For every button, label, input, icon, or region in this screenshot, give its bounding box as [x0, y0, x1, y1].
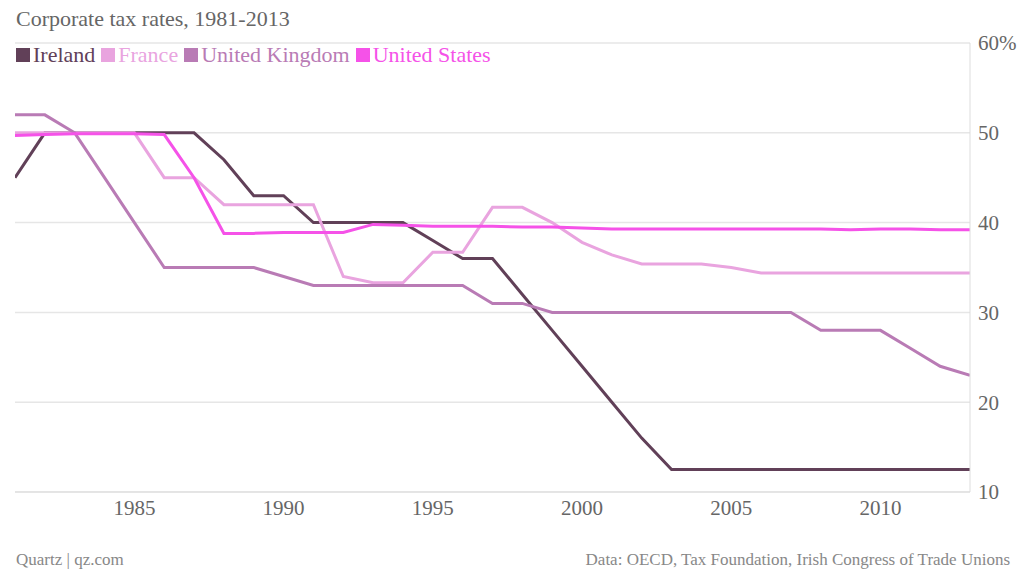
svg-text:2000: 2000 — [561, 496, 603, 520]
html-text:Quartz | qz.com: Quartz | qz.com — [16, 550, 124, 569]
svg-text:1985: 1985 — [113, 496, 155, 520]
svg-text:60%: 60% — [978, 31, 1016, 55]
svg-text:20: 20 — [978, 391, 999, 415]
svg-text:2010: 2010 — [859, 496, 901, 520]
html-text:United States: United States — [372, 42, 491, 67]
svg-text:40: 40 — [978, 211, 999, 235]
svg-text:1990: 1990 — [263, 496, 305, 520]
svg-text:30: 30 — [978, 301, 999, 325]
svg-text:1995: 1995 — [412, 496, 454, 520]
html-text:Corporate tax rates, 1981-2013: Corporate tax rates, 1981-2013 — [16, 6, 290, 31]
html-text:United Kingdom: United Kingdom — [201, 42, 350, 67]
html-text:Ireland: Ireland — [33, 42, 96, 67]
svg-text:10: 10 — [978, 480, 999, 504]
html-text:France: France — [118, 42, 179, 67]
html-text:Data: OECD, Tax Foundation, Ir: Data: OECD, Tax Foundation, Irish Congre… — [585, 550, 1010, 569]
svg-text:50: 50 — [978, 121, 999, 145]
svg-text:2005: 2005 — [710, 496, 752, 520]
